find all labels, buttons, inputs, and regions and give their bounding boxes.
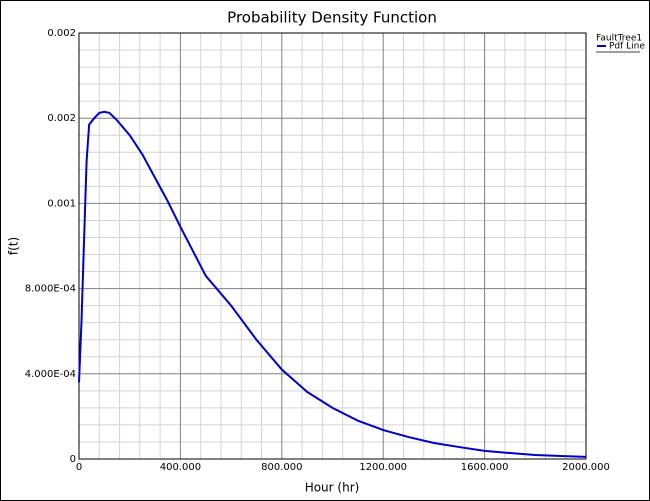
x-tick-label: 0 [76,462,82,473]
legend-label: Pdf Line [609,42,645,52]
y-tick-label: 4.000E-04 [25,369,76,380]
x-tick-label: 1600.000 [461,462,509,473]
plot-border [78,32,587,460]
x-tick-label: 800.000 [261,462,302,473]
x-tick-label: 400.000 [160,462,201,473]
y-tick-label: 0.002 [47,113,76,124]
chart-title: Probability Density Function [227,9,437,27]
y-tick-label: 0.001 [47,198,76,209]
x-tick-label: 2000.000 [562,462,610,473]
y-axis-label: f(t) [7,237,21,255]
y-tick-label: 0.002 [47,28,76,39]
y-tick-label: 0 [70,454,76,465]
x-tick-label: 1200.000 [359,462,407,473]
y-tick-label: 8.000E-04 [25,284,76,295]
legend-title: FaultTree1 [596,34,642,44]
x-axis-label: Hour (hr) [305,481,360,495]
pdf-line [78,110,587,458]
